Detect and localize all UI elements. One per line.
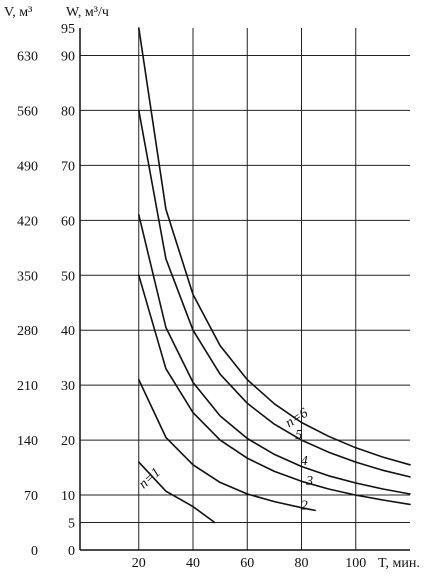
v-tick-label-560: 560	[17, 104, 38, 119]
v-tick-label-280: 280	[17, 324, 38, 339]
x-tick-label-80: 80	[295, 556, 309, 571]
curve-label-1: n=1	[136, 465, 163, 492]
w-tick-label-30: 30	[61, 379, 75, 394]
grid-layer	[80, 28, 410, 550]
w-tick-label-0: 0	[68, 544, 75, 559]
series-line-2	[138, 378, 316, 512]
series-line-4	[138, 214, 411, 495]
axes-layer	[79, 28, 410, 551]
series-line-1	[138, 461, 216, 524]
curve-label-2: 2	[301, 498, 308, 513]
curve-label-6: n=6	[283, 406, 311, 431]
w-axis-title: W, м³/ч	[66, 5, 109, 20]
w-tick-label-40: 40	[61, 324, 75, 339]
x-tick-label-40: 40	[186, 556, 200, 571]
v-tick-label-350: 350	[17, 269, 38, 284]
w-tick-label-70: 70	[61, 159, 75, 174]
v-axis-title: V, м³	[4, 5, 32, 20]
w-tick-label-90: 90	[61, 49, 75, 64]
w-tick-label-20: 20	[61, 434, 75, 449]
v-tick-label-140: 140	[17, 434, 38, 449]
w-tick-label-80: 80	[61, 104, 75, 119]
x-tick-label-60: 60	[240, 556, 254, 571]
curve-label-5: 5	[295, 428, 302, 443]
v-tick-label-630: 630	[17, 49, 38, 64]
series-line-3	[138, 274, 411, 506]
curve-label-4: 4	[301, 454, 308, 469]
v-tick-label-420: 420	[17, 214, 38, 229]
x-tick-label-20: 20	[132, 556, 146, 571]
x-tick-label-100: 100	[345, 556, 366, 571]
w-tick-label-5: 5	[68, 517, 75, 532]
ticks-layer: 20 40 60 80 100 0 5 10 20 30 40 50 60 70 80 90 95 0 70 140 2…	[17, 22, 366, 571]
w-tick-label-50: 50	[61, 269, 75, 284]
series-line-6	[138, 27, 411, 466]
w-tick-label-10: 10	[61, 489, 75, 504]
v-tick-label-210: 210	[17, 379, 38, 394]
x-axis-title: T, мин.	[378, 556, 420, 571]
series-layer	[138, 27, 411, 524]
w-tick-label-95: 95	[61, 22, 75, 37]
v-tick-label-0: 0	[31, 544, 38, 559]
v-tick-label-70: 70	[24, 489, 38, 504]
w-tick-label-60: 60	[61, 214, 75, 229]
curve-label-3: 3	[305, 474, 313, 489]
series-line-5	[138, 109, 411, 478]
v-tick-label-490: 490	[17, 159, 38, 174]
